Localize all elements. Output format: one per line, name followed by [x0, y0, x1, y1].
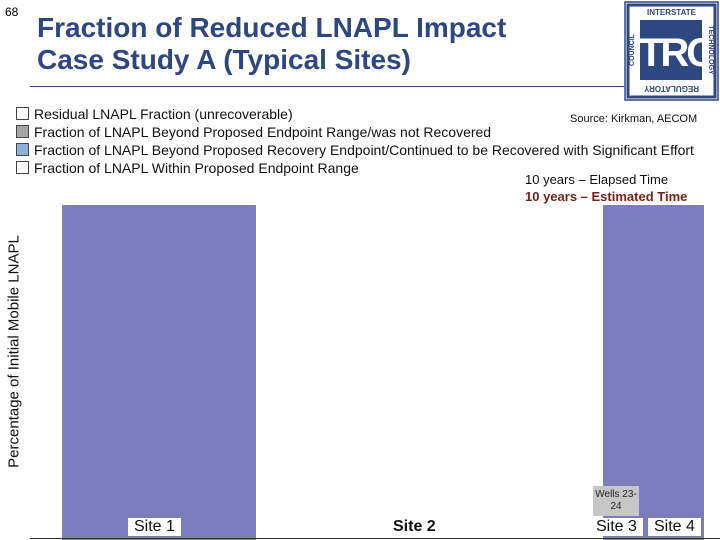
x-tick-label-site-3: Site 3 — [590, 518, 643, 536]
x-tick-label-site-2: Site 2 — [387, 518, 442, 536]
estimated-time-note: 10 years – Estimated Time — [525, 189, 688, 204]
legend-label: Fraction of LNAPL Beyond Proposed Endpoi… — [34, 124, 492, 140]
title-line-2: Case Study A (Typical Sites) — [37, 44, 411, 75]
legend-label: Residual LNAPL Fraction (unrecoverable) — [34, 106, 293, 122]
logo-top-text: INTERSTATE — [647, 8, 697, 17]
x-axis-baseline — [30, 538, 720, 539]
logo-main-text: ITRC — [631, 31, 714, 75]
legend-swatch — [16, 107, 29, 120]
slide-number: 68 — [5, 5, 19, 19]
legend-label: Fraction of LNAPL Beyond Proposed Recove… — [34, 142, 694, 158]
source-note: Source: Kirkman, AECOM — [570, 113, 698, 125]
legend-swatch — [16, 161, 29, 174]
x-tick-label-site-4: Site 4 — [648, 518, 701, 536]
title-divider — [30, 86, 624, 87]
itrc-logo: ITRC INTERSTATE REGULATORY TECHNOLOGY CO… — [624, 1, 719, 101]
wells-annotation: Wells 23-24 — [593, 486, 639, 516]
logo-right-text: TECHNOLOGY — [707, 25, 714, 75]
legend-swatch — [16, 125, 29, 138]
title-line-1: Fraction of Reduced LNAPL Impact — [37, 12, 507, 43]
x-tick-label-site-1: Site 1 — [128, 518, 181, 536]
bar-site-1 — [62, 205, 256, 540]
legend-label: Fraction of LNAPL Within Proposed Endpoi… — [34, 160, 359, 176]
legend-swatch — [16, 143, 29, 156]
logo-bottom-text: REGULATORY — [643, 84, 699, 93]
y-axis-label: Percentage of Initial Mobile LNAPL — [5, 235, 23, 468]
elapsed-time-note: 10 years – Elapsed Time — [525, 172, 669, 187]
page-title: Fraction of Reduced LNAPL Impact Case St… — [37, 12, 597, 76]
logo-left-text: COUNCIL — [629, 33, 636, 66]
